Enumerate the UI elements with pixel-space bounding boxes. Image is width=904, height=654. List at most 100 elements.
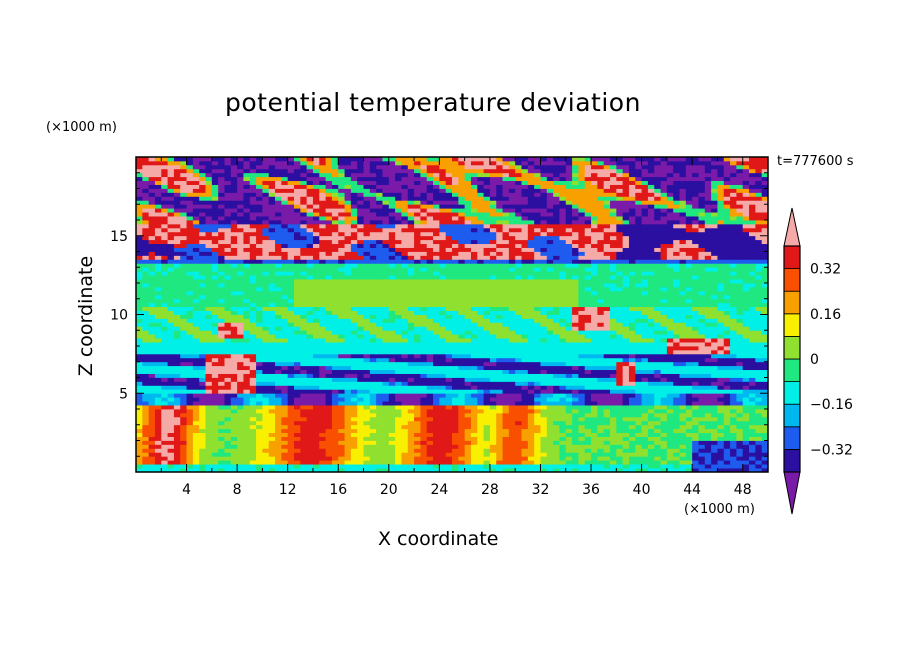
field-cell	[230, 318, 238, 323]
field-cell	[477, 381, 484, 386]
field-cell	[376, 385, 383, 390]
field-cell	[578, 436, 586, 441]
field-cell	[287, 393, 295, 398]
field-cell	[287, 432, 295, 437]
field-cell	[357, 412, 364, 418]
field-cell	[211, 353, 219, 359]
field-cell	[534, 401, 541, 406]
field-cell	[553, 409, 560, 414]
field-cell	[559, 334, 567, 339]
field-cell	[161, 338, 168, 343]
field-cell	[666, 283, 674, 288]
field-cell	[723, 456, 731, 461]
field-cell	[483, 283, 491, 288]
field-cell	[565, 385, 573, 390]
field-cell	[363, 389, 371, 394]
field-cell	[148, 349, 156, 355]
field-cell	[616, 353, 624, 359]
field-cell	[616, 326, 624, 331]
field-cell	[591, 279, 598, 284]
field-cell	[167, 389, 175, 394]
field-cell	[414, 365, 421, 371]
field-cell	[325, 310, 333, 315]
field-cell	[591, 306, 598, 311]
field-cell	[761, 334, 769, 339]
field-cell	[755, 306, 763, 311]
field-cell	[679, 330, 687, 335]
field-cell	[730, 460, 737, 465]
field-cell	[489, 290, 497, 296]
field-cell	[331, 428, 339, 434]
field-cell	[338, 468, 345, 473]
field-cell	[167, 385, 175, 390]
field-cell	[622, 393, 630, 398]
field-cell	[584, 420, 592, 426]
field-cell	[565, 279, 573, 284]
field-cell	[338, 409, 345, 414]
field-cell	[730, 420, 737, 426]
field-cell	[319, 401, 326, 406]
field-cell	[142, 460, 150, 465]
field-cell	[515, 468, 522, 473]
field-cell	[281, 436, 289, 441]
field-cell	[445, 310, 453, 315]
field-cell	[452, 365, 459, 371]
field-cell	[591, 322, 598, 327]
field-cell	[243, 353, 251, 359]
field-cell	[698, 393, 706, 398]
field-cell	[679, 279, 687, 284]
field-cell	[281, 420, 289, 426]
field-cell	[230, 330, 238, 335]
field-cell	[749, 369, 756, 374]
field-cell	[433, 405, 440, 410]
field-cell	[698, 416, 706, 422]
field-cell	[275, 389, 282, 394]
field-cell	[426, 397, 434, 402]
field-cell	[452, 424, 459, 430]
field-cell	[230, 373, 238, 378]
field-cell	[628, 279, 636, 284]
field-cell	[281, 306, 289, 311]
field-cell	[622, 409, 630, 414]
field-cell	[458, 349, 466, 355]
field-cell	[521, 357, 529, 363]
field-cell	[237, 468, 244, 473]
field-cell	[211, 279, 219, 284]
field-cell	[369, 412, 377, 418]
field-cell	[470, 377, 478, 382]
field-cell	[192, 381, 200, 386]
field-cell	[508, 460, 516, 465]
field-cell	[591, 290, 598, 296]
field-cell	[508, 381, 516, 386]
field-cell	[154, 448, 162, 453]
field-cell	[154, 306, 162, 311]
field-cell	[426, 412, 434, 418]
field-cell	[647, 452, 655, 457]
field-cell	[205, 298, 213, 304]
field-cell	[331, 283, 339, 288]
field-cell	[540, 409, 548, 414]
field-cell	[376, 290, 383, 296]
field-cell	[180, 432, 187, 437]
field-cell	[730, 298, 737, 304]
field-cell	[205, 365, 213, 371]
field-cell	[698, 338, 706, 343]
field-cell	[761, 353, 769, 359]
field-cell	[350, 286, 358, 292]
field-cell	[331, 286, 339, 292]
field-cell	[749, 460, 756, 465]
field-cell	[401, 306, 409, 311]
field-cell	[363, 369, 371, 374]
field-cell	[344, 353, 352, 359]
field-cell	[698, 357, 706, 363]
field-cell	[136, 322, 143, 327]
field-cell	[698, 314, 706, 319]
field-cell	[186, 290, 194, 296]
field-cell	[249, 283, 257, 288]
field-cell	[136, 436, 143, 441]
field-cell	[433, 334, 440, 339]
field-cell	[470, 369, 478, 374]
field-cell	[331, 393, 339, 398]
field-cell	[736, 440, 744, 445]
field-cell	[281, 279, 289, 284]
